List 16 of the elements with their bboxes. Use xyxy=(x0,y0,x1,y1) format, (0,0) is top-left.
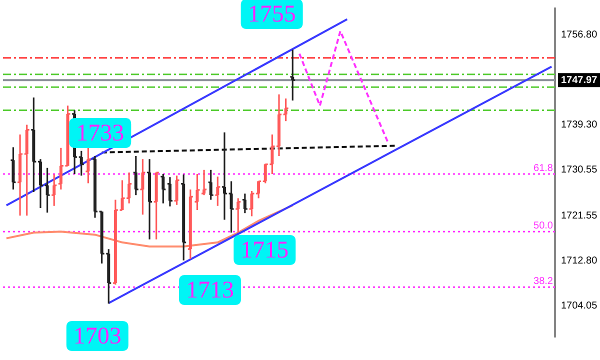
y-tick-label: 1739.30 xyxy=(561,119,598,130)
annotation: 1755 xyxy=(248,1,296,28)
ref-line-label: 1747.97 xyxy=(561,74,598,86)
y-tick-label: 1704.05 xyxy=(561,300,598,312)
annotation: 1713 xyxy=(186,277,234,304)
annotation: 1715 xyxy=(240,237,289,264)
annotation: 38.2 xyxy=(534,276,554,287)
annotation: 1733 xyxy=(76,120,124,146)
annotation: 50.0 xyxy=(534,220,554,232)
y-tick-label: 1712.80 xyxy=(561,256,598,267)
annotation: 1703 xyxy=(73,323,122,350)
y-tick-label: 1756.80 xyxy=(561,29,598,40)
y-tick-label: 1730.55 xyxy=(561,164,598,176)
annotation: 61.8 xyxy=(534,162,554,174)
y-tick-label: 1721.55 xyxy=(561,210,598,222)
line-series xyxy=(298,30,390,144)
